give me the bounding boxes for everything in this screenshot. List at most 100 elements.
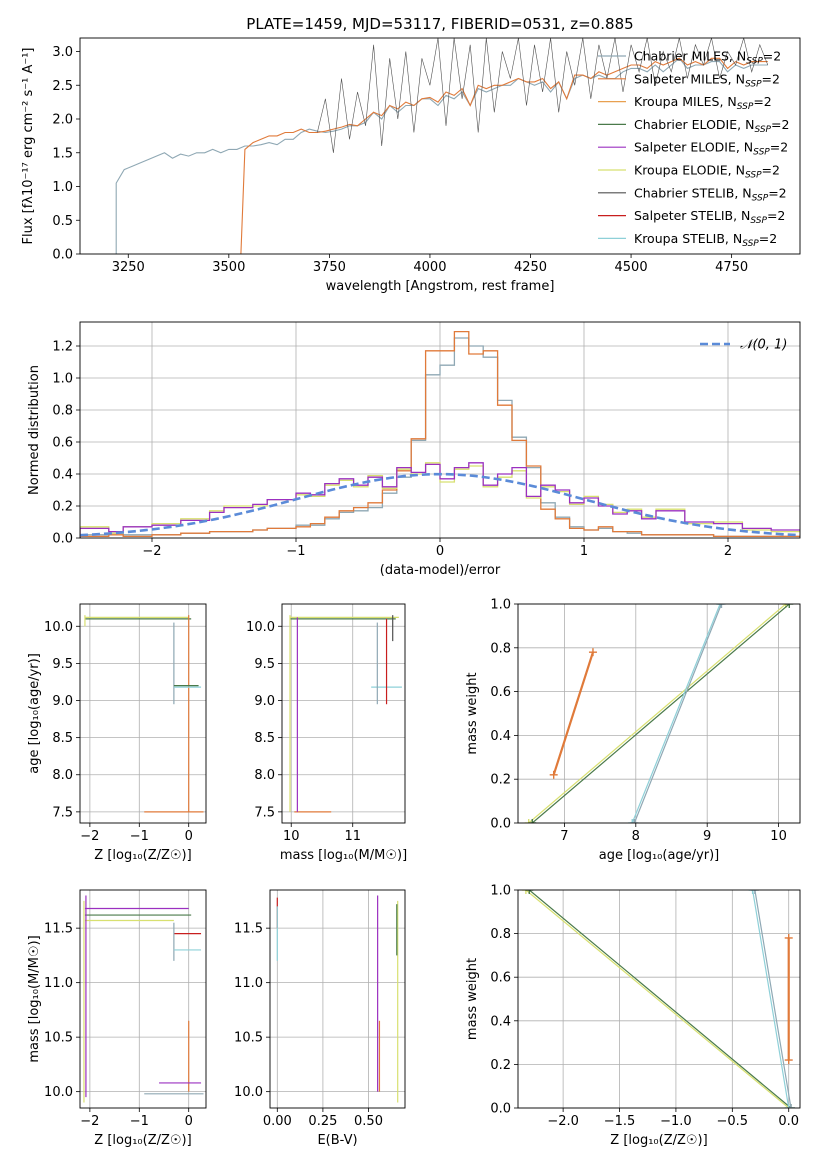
age-vs-Z-panel: −2 −1 0 7.5 8.0 8.5 9.0 9.5 10.0 Z [log₁₀(Z/Z☉)] a… bbox=[27, 603, 207, 863]
y-tick-label: 1.0 bbox=[490, 598, 511, 613]
figure-title: PLATE=1459, MJD=53117, FIBERID=0531, z=0… bbox=[246, 15, 633, 33]
legend-label-suffix: =2 bbox=[759, 231, 777, 246]
y-tick-label: 11.5 bbox=[234, 922, 263, 937]
legend-label-main: Kroupa STELIB, N bbox=[634, 231, 742, 246]
y-tick-label: 8.5 bbox=[254, 731, 275, 746]
x-tick-label: −1 bbox=[130, 1114, 149, 1129]
legend-label-sub: SSP bbox=[754, 125, 771, 135]
x-axis-label: (data-model)/error bbox=[380, 563, 501, 578]
y-axis-label: Normed distribution bbox=[27, 365, 42, 495]
x-tick-label: 4000 bbox=[413, 260, 446, 275]
y-tick-label: 0.6 bbox=[490, 971, 511, 986]
legend-label-sub: SSP bbox=[745, 79, 762, 89]
x-tick-label: 0.50 bbox=[354, 1114, 383, 1129]
x-tick-label: 3500 bbox=[212, 260, 245, 275]
y-tick-label: 9.0 bbox=[254, 694, 275, 709]
y-tick-label: 10.0 bbox=[246, 620, 275, 635]
x-tick-label: 0.0 bbox=[778, 1114, 799, 1129]
x-tick-label: 4750 bbox=[715, 260, 748, 275]
histogram-step-kroupa_elodie bbox=[80, 462, 800, 538]
y-tick-label: 7.5 bbox=[52, 805, 73, 820]
x-tick-label: 0 bbox=[185, 1114, 193, 1129]
legend-label-suffix: =2 bbox=[770, 140, 788, 155]
legend-label-sub: SSP bbox=[746, 57, 763, 67]
axes-frame bbox=[281, 603, 406, 824]
spectrum-line-salpeter_miles bbox=[240, 57, 768, 254]
x-tick-label: 9 bbox=[703, 829, 711, 844]
age-vs-mass-plot-area bbox=[289, 615, 402, 813]
x-tick-label: 10 bbox=[283, 829, 300, 844]
y-tick-label: 2.5 bbox=[52, 79, 73, 94]
legend-label: Chabrier ELODIE, NSSP=2 bbox=[634, 117, 789, 135]
legend-label-sub: SSP bbox=[742, 239, 759, 249]
y-tick-label: 0.4 bbox=[52, 468, 73, 483]
y-tick-label: 0.8 bbox=[490, 927, 511, 942]
segment-kroupa_stelib bbox=[631, 604, 721, 823]
x-tick-label: −2 bbox=[142, 544, 161, 559]
segment-kroupa_elodie bbox=[528, 604, 787, 823]
legend-label-main: Salpeter MILES, N bbox=[634, 71, 745, 86]
x-tick-label: −1.5 bbox=[604, 1114, 636, 1129]
legend-label-suffix: =2 bbox=[762, 71, 780, 86]
x-tick-label: 3250 bbox=[112, 260, 145, 275]
y-tick-label: 8.0 bbox=[254, 768, 275, 783]
y-tick-label: 1.0 bbox=[490, 884, 511, 899]
y-tick-label: 10.0 bbox=[44, 1085, 73, 1100]
y-tick-label: 0.0 bbox=[52, 248, 73, 263]
x-tick-label: 0.25 bbox=[308, 1114, 337, 1129]
segment-chabrier_elodie bbox=[528, 890, 792, 1108]
x-tick-label: 4500 bbox=[615, 260, 648, 275]
mass-vs-ebv-plot-area bbox=[276, 895, 399, 1103]
legend-label-sub: SSP bbox=[750, 216, 767, 226]
segment-chabrier_miles bbox=[754, 890, 792, 1108]
segment-chabrier_miles bbox=[633, 604, 723, 823]
y-tick-label: 9.5 bbox=[254, 657, 275, 672]
legend-label-suffix: =2 bbox=[768, 185, 786, 200]
legend-label-suffix: =2 bbox=[762, 163, 780, 178]
x-axis-label: E(B-V) bbox=[317, 1133, 357, 1148]
axes-frame bbox=[79, 889, 207, 1109]
x-tick-label: 10 bbox=[770, 829, 787, 844]
y-tick-label: 11.0 bbox=[234, 976, 263, 991]
legend-label-main: Chabrier MILES, N bbox=[634, 49, 746, 64]
spectrum-plot-area bbox=[115, 38, 769, 254]
y-tick-label: 10.0 bbox=[44, 620, 73, 635]
y-tick-label: 0.4 bbox=[490, 1014, 511, 1029]
age-vs-Z-plot-area bbox=[84, 615, 204, 813]
axes-frame bbox=[79, 37, 801, 255]
legend-label-sub: SSP bbox=[752, 193, 769, 203]
axes-frame bbox=[79, 321, 801, 539]
x-tick-label: 2 bbox=[724, 544, 732, 559]
y-tick-label: 10.5 bbox=[44, 1031, 73, 1046]
y-tick-label: 1.2 bbox=[52, 340, 73, 355]
y-axis-label: mass [log₁₀(M/M☉)] bbox=[27, 935, 42, 1062]
mass-vs-Z-panel: −2 −1 0 10.0 10.5 11.0 11.5 Z [log₁₀(Z/Z☉)] mass… bbox=[27, 889, 207, 1148]
age-vs-mass-panel: 10 11 7.5 8.0 8.5 9.0 9.5 10.0 mass [log₁₀(M/M☉)… bbox=[246, 603, 407, 863]
legend-label-main: Chabrier ELODIE, N bbox=[634, 117, 754, 132]
legend-label: Kroupa MILES, NSSP=2 bbox=[634, 94, 772, 112]
axes-frame bbox=[517, 603, 801, 824]
mass-vs-ebv-panel: 0.00 0.25 0.50 10.0 10.5 11.0 11.5 E(B-V) bbox=[234, 889, 406, 1148]
y-tick-label: 0.6 bbox=[52, 436, 73, 451]
axes-frame bbox=[269, 889, 406, 1109]
x-tick-label: 1 bbox=[580, 544, 588, 559]
x-tick-label: 8 bbox=[632, 829, 640, 844]
y-axis-label: mass weight bbox=[465, 672, 480, 754]
legend-label-main: Salpeter ELODIE, N bbox=[634, 140, 753, 155]
y-tick-label: 10.5 bbox=[234, 1031, 263, 1046]
x-tick-label: 0 bbox=[185, 829, 193, 844]
y-tick-label: 2.0 bbox=[52, 113, 73, 128]
y-axis-label: Flux [fλ10⁻¹⁷ erg cm⁻² s⁻¹ A⁻¹] bbox=[21, 48, 36, 245]
y-tick-label: 0.2 bbox=[490, 773, 511, 788]
y-tick-label: 0.2 bbox=[52, 500, 73, 515]
y-tick-label: 1.0 bbox=[52, 372, 73, 387]
x-axis-label: mass [log₁₀(M/M☉)] bbox=[280, 848, 407, 863]
x-tick-label: 3750 bbox=[313, 260, 346, 275]
axes-frame bbox=[79, 603, 207, 824]
residuals-panel: −2 −1 0 1 2 0.0 0.2 0.4 0.6 0.8 1.0 1.2 (data-model)… bbox=[27, 321, 801, 578]
legend-label-sub: SSP bbox=[745, 171, 762, 181]
mass-vs-Z-plot-area bbox=[83, 895, 204, 1103]
axes-frame bbox=[517, 889, 801, 1109]
